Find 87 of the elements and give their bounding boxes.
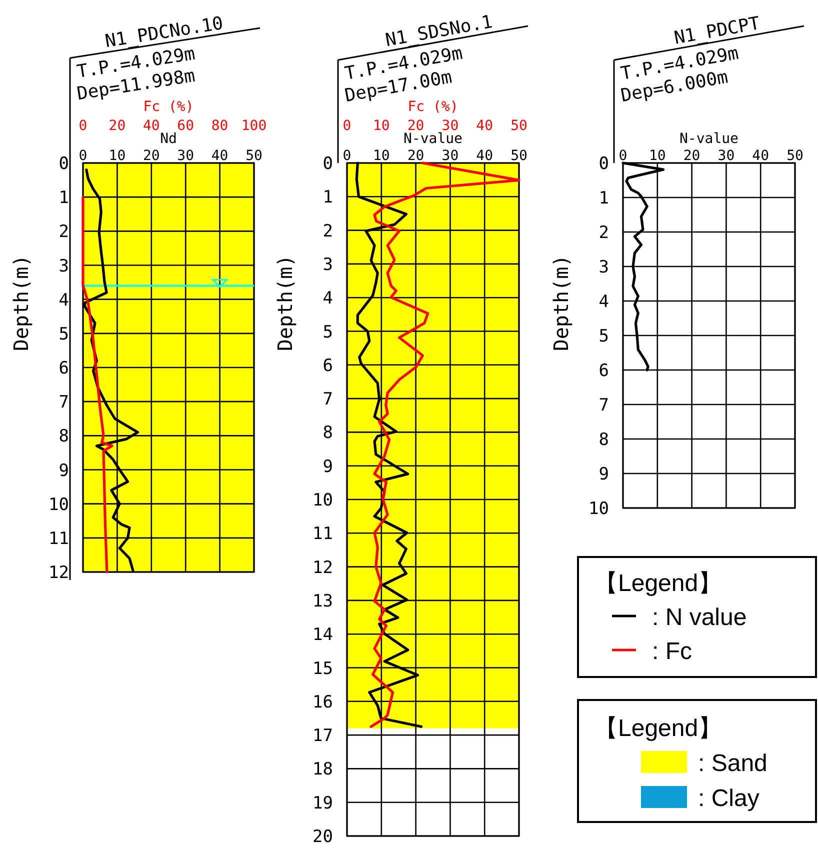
y-tick-label: 17 xyxy=(312,726,333,746)
y-tick-label: 1 xyxy=(58,188,69,208)
y-tick-label: 8 xyxy=(322,423,333,444)
x-tick-label: 0 xyxy=(342,148,352,164)
y-tick-label: 12 xyxy=(48,563,69,583)
y-tick-label: 9 xyxy=(598,464,609,484)
y-tick-label: 15 xyxy=(312,658,333,679)
y-tick-label: 14 xyxy=(312,625,333,646)
x-tick-label: 30 xyxy=(442,148,459,164)
x-axis-title: N-value xyxy=(403,131,463,147)
y-tick-label: 6 xyxy=(322,356,333,376)
x2-tick-label: 20 xyxy=(108,118,126,134)
y-tick-label: 7 xyxy=(322,390,333,410)
x-axis-title: N-value xyxy=(679,131,739,147)
y-tick-label: 19 xyxy=(312,793,333,814)
y-tick-label: 3 xyxy=(598,258,609,278)
x2-axis-title: Fc (%) xyxy=(408,99,458,115)
x2-tick-label: 60 xyxy=(177,118,194,134)
y-tick-label: 5 xyxy=(598,326,609,346)
x-tick-label: 30 xyxy=(177,148,194,164)
y-tick-label: 7 xyxy=(58,392,69,413)
y-tick-label: 4 xyxy=(598,292,609,312)
y-tick-label: 1 xyxy=(322,188,333,208)
y-tick-label: 9 xyxy=(58,460,69,481)
y-tick-label: 10 xyxy=(48,494,69,515)
x-tick-label: 50 xyxy=(786,148,804,164)
x-tick-label: 40 xyxy=(752,148,770,164)
y-tick-label: 6 xyxy=(58,358,69,378)
x-tick-label: 10 xyxy=(648,148,666,164)
x-tick-label: 30 xyxy=(718,148,735,164)
y-tick-label: 8 xyxy=(598,430,609,450)
legend-title: 【Legend】 xyxy=(594,570,722,597)
x2-tick-label: 0 xyxy=(342,118,352,134)
y-tick-label: 16 xyxy=(312,692,333,712)
x-tick-label: 10 xyxy=(372,148,390,164)
y-tick-label: 7 xyxy=(598,396,609,416)
x2-tick-label: 30 xyxy=(442,118,459,134)
x-tick-label: 40 xyxy=(211,148,228,164)
category-label: : Clay xyxy=(698,785,760,812)
x-tick-label: 40 xyxy=(476,148,494,164)
category-label: : Sand xyxy=(698,750,768,777)
x-tick-label: 50 xyxy=(510,148,528,164)
y-tick-label: 5 xyxy=(322,322,333,342)
y-tick-label: 9 xyxy=(322,456,333,477)
x-tick-label: 20 xyxy=(683,148,700,164)
y-tick-label: 11 xyxy=(48,528,69,549)
y-tick-label: 4 xyxy=(322,288,333,309)
x2-tick-label: 100 xyxy=(241,118,267,134)
y-tick-label: 10 xyxy=(312,490,333,510)
x2-tick-label: 20 xyxy=(407,118,424,134)
x2-tick-label: 50 xyxy=(510,118,528,134)
y-tick-label: 20 xyxy=(312,827,333,847)
x-tick-label: 0 xyxy=(78,148,88,164)
chart-title: N1_PDCPT xyxy=(672,12,762,49)
y-tick-label: 2 xyxy=(58,222,69,242)
y-tick-label: 1 xyxy=(598,188,609,208)
x-tick-label: 10 xyxy=(108,148,126,164)
y-tick-label: 18 xyxy=(312,760,333,780)
x2-tick-label: 40 xyxy=(142,118,160,134)
legend-label: : Fc xyxy=(652,638,692,665)
y-tick-label: 3 xyxy=(322,254,333,275)
y-tick-label: 13 xyxy=(312,591,333,612)
y-tick-label: 3 xyxy=(58,256,69,276)
y-tick-label: 11 xyxy=(312,524,333,544)
y-tick-label: 12 xyxy=(312,558,333,578)
y-tick-label: 5 xyxy=(58,324,69,344)
y-axis-title: Depth(m) xyxy=(549,254,573,352)
x2-axis-title: Fc (%) xyxy=(143,99,194,115)
y-tick-label: 2 xyxy=(598,223,609,243)
text: 【Legend】 xyxy=(594,715,722,742)
y-axis-title: Depth(m) xyxy=(273,254,297,352)
x-tick-label: 50 xyxy=(246,148,262,164)
y-axis-title: Depth(m) xyxy=(9,254,33,352)
y-tick-label: 2 xyxy=(322,221,333,242)
x2-tick-label: 80 xyxy=(211,118,228,134)
x-tick-label: 0 xyxy=(618,148,628,164)
x-axis-title: Nd xyxy=(160,131,177,147)
legend-label: : N value xyxy=(652,604,747,631)
y-tick-label: 6 xyxy=(598,361,609,381)
x2-tick-label: 10 xyxy=(372,118,390,134)
x2-tick-label: 40 xyxy=(476,118,494,134)
x2-tick-label: 0 xyxy=(78,118,88,134)
y-tick-label: 10 xyxy=(588,499,609,519)
x-tick-label: 20 xyxy=(142,148,160,164)
y-tick-label: 4 xyxy=(58,290,69,310)
x-tick-label: 20 xyxy=(407,148,424,164)
y-tick-label: 8 xyxy=(58,426,69,447)
